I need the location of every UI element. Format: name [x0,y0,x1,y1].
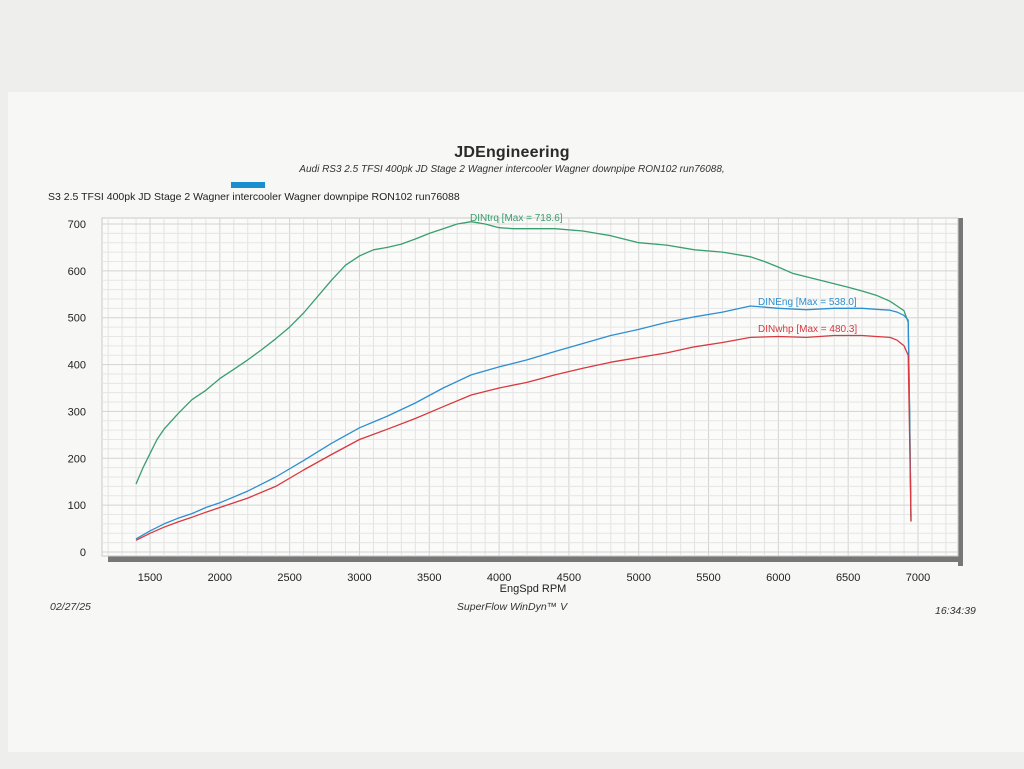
chart-title: JDEngineering [454,144,570,161]
y-tick-label: 400 [68,360,86,372]
series-label-dinwhp: DINwhp [Max = 480.3] [758,324,857,335]
chart-subtitle: Audi RS3 2.5 TFSI 400pk JD Stage 2 Wagne… [299,164,725,175]
x-tick-label: 6000 [766,572,790,584]
x-tick-label: 2000 [208,572,232,584]
footer-date: 02/27/25 [50,601,91,613]
x-tick-label: 7000 [906,572,930,584]
series-label-dineng: DINEng [Max = 538.0] [758,297,857,308]
y-tick-label: 500 [68,313,86,325]
x-tick-label: 3000 [347,572,371,584]
series-line-dinwhp [135,334,912,541]
series-line-dineng [135,305,912,540]
plot-axes: 1500 2000 2500 3000 3500 4000 4500 5000 5500 6000… [68,219,931,584]
y-tick-label: 0 [80,547,86,559]
footer-software: SuperFlow WinDyn™ V [456,601,568,613]
run-color-swatch [231,182,265,188]
frame-shadow-bottom [108,556,963,562]
y-tick-label: 100 [68,500,86,512]
run-label: S3 2.5 TFSI 400pk JD Stage 2 Wagner inte… [48,191,460,203]
y-tick-label: 700 [68,219,86,231]
series-line-dintrq [135,221,912,522]
x-tick-label: 1500 [138,572,162,584]
x-axis-label: EngSpd RPM [500,583,567,595]
footer-time: 16:34:39 [935,605,976,617]
plot-series [135,221,912,541]
y-tick-label: 300 [68,406,86,418]
series-label-dintrq: DINtrq [Max = 718.6] [470,213,563,224]
x-tick-label: 5000 [626,572,650,584]
y-tick-label: 200 [68,453,86,465]
x-tick-label: 5500 [696,572,720,584]
x-tick-label: 4500 [557,572,581,584]
y-tick-label: 600 [68,266,86,278]
x-tick-label: 3500 [417,572,441,584]
plot-series-labels: DINtrq [Max = 718.6] DINEng [Max = 538.0]… [470,213,857,335]
x-tick-label: 6500 [836,572,860,584]
frame-shadow-right [958,218,963,566]
x-tick-label: 4000 [487,572,511,584]
x-tick-label: 2500 [277,572,301,584]
plot-grid [102,218,958,556]
